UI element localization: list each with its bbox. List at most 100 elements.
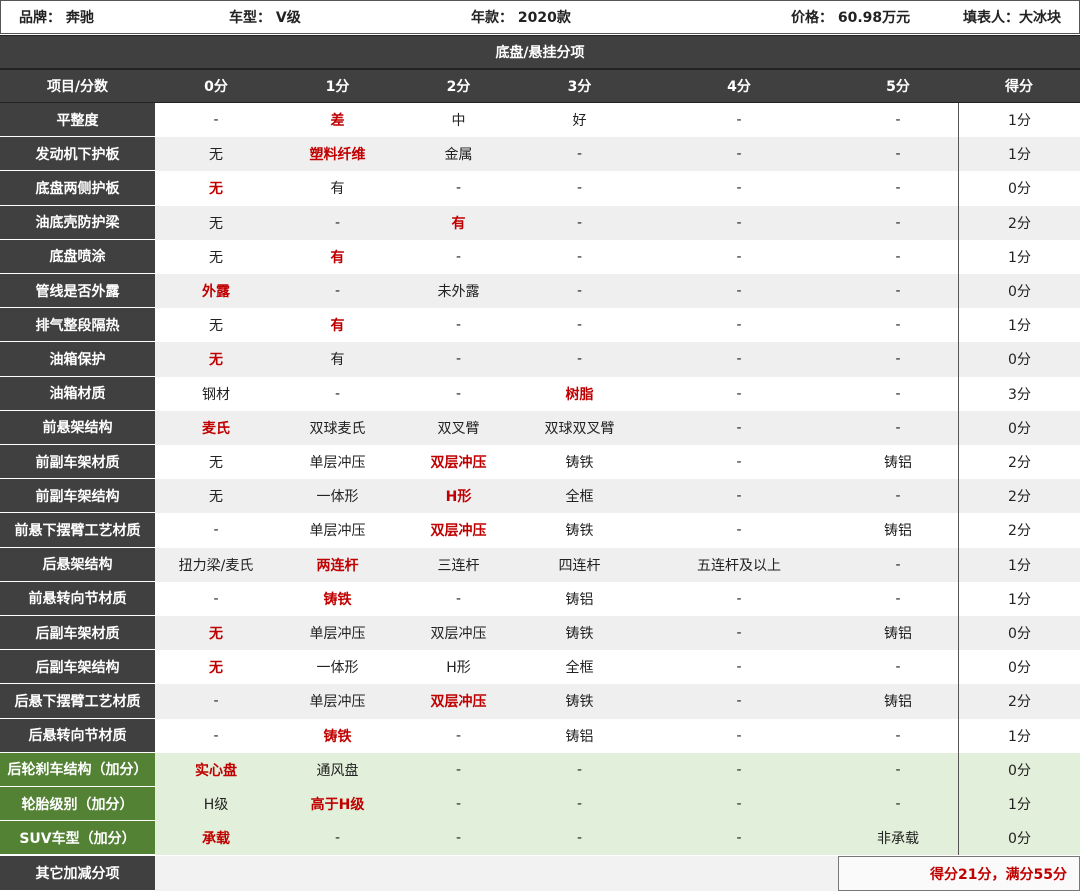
- table-cell: 有: [330, 318, 345, 335]
- table-cell: 一体形: [277, 479, 398, 514]
- table-row: 排气整段隔热 无 有 - - - - 1分: [0, 308, 1080, 343]
- table-cell: -: [736, 590, 742, 607]
- table-cell: 双层冲压: [430, 455, 487, 472]
- table-cell: -: [213, 112, 219, 129]
- table-cell: -: [519, 752, 640, 787]
- table-cell: -: [736, 180, 742, 197]
- model: 车型： V级: [229, 10, 301, 26]
- table-cell: -: [277, 821, 398, 856]
- row-score: 0分: [958, 752, 1080, 787]
- column-header: 4分: [727, 79, 751, 95]
- table-cell: -: [334, 385, 341, 402]
- table-cell: 树脂: [565, 386, 594, 403]
- table-cell: 三连杆: [398, 547, 519, 582]
- table-cell: 单层冲压: [309, 523, 366, 540]
- table-cell: 双球麦氏: [277, 410, 398, 445]
- table-cell: 有: [398, 205, 519, 240]
- table-row: 后悬下摆臂工艺材质 - 单层冲压 双层冲压 铸铁 - 铸铝 2分: [0, 684, 1080, 719]
- row-score: 2分: [958, 684, 1080, 719]
- table-row: 前悬下摆臂工艺材质 - 单层冲压 双层冲压 铸铁 - 铸铝 2分: [0, 513, 1080, 548]
- row-label: 油箱保护: [0, 342, 155, 377]
- table-cell: -: [838, 410, 958, 445]
- table-cell: 双层冲压: [430, 523, 487, 540]
- info-bar: 品牌： 奔驰 车型： V级 年款： 2020款 价格： 60.98万元 填表人：…: [0, 0, 1080, 34]
- table-cell: -: [736, 454, 742, 471]
- table-cell: 中: [451, 113, 466, 130]
- column-header: 项目/分数: [46, 79, 109, 95]
- table-cell: -: [519, 342, 640, 377]
- table-cell: H形: [398, 479, 519, 514]
- table-cell: 实心盘: [155, 752, 277, 787]
- table-cell: 无: [155, 479, 277, 514]
- table-cell: -: [398, 342, 519, 377]
- row-label: 前副车架材质: [0, 445, 155, 480]
- table-cell: -: [398, 787, 519, 822]
- table-cell: 铸铁: [519, 616, 640, 651]
- table-cell: 五连杆及以上: [640, 547, 838, 582]
- table-cell: 无: [209, 660, 223, 677]
- table-cell: 无: [155, 342, 277, 377]
- table-cell: 两连杆: [277, 547, 398, 582]
- row-label: 前悬下摆臂工艺材质: [0, 513, 155, 548]
- table-cell: 差: [330, 113, 345, 130]
- table-cell: -: [213, 727, 219, 744]
- table-cell: 双层冲压: [398, 616, 519, 651]
- table-cell: -: [640, 410, 838, 445]
- table-cell: -: [895, 590, 901, 607]
- table-row: 后悬转向节材质 - 铸铁 - 铸铝 - - 1分: [0, 718, 1080, 753]
- table-cell: 钢材: [202, 386, 230, 403]
- column-header: 1分: [325, 79, 350, 95]
- row-label: 后悬转向节材质: [0, 718, 155, 753]
- table-cell: 有: [330, 181, 345, 198]
- table-cell: -: [736, 248, 742, 265]
- table-row: 底盘两侧护板 无 有 - - - - 0分: [0, 171, 1080, 206]
- total-score: 得分21分，满分55分: [838, 856, 1080, 891]
- table-cell: -: [455, 317, 462, 334]
- table-cell: 单层冲压: [277, 616, 398, 651]
- row-score: 0分: [958, 342, 1080, 377]
- table-row: 前悬架结构 麦氏 双球麦氏 双叉臂 双球双叉臂 - -0分: [0, 410, 1080, 445]
- table-cell: -: [277, 205, 398, 240]
- table-cell: 铸铝: [884, 523, 912, 540]
- table-cell: -: [519, 274, 640, 309]
- table-cell: 铸铁: [323, 728, 352, 745]
- table-cell: -: [838, 547, 958, 582]
- row-label: 前悬架结构: [0, 410, 155, 445]
- table-cell: -: [838, 274, 958, 309]
- price: 价格： 60.98万元: [791, 10, 911, 26]
- row-label: 底盘喷涂: [0, 239, 155, 274]
- column-header: 5分: [886, 79, 910, 95]
- table-cell: 外露: [155, 274, 277, 309]
- table-row: 前悬转向节材质 - 铸铁 - 铸铝 - - 1分: [0, 581, 1080, 616]
- table-cell: -: [640, 684, 838, 719]
- table-cell: -: [838, 342, 958, 377]
- table-cell: -: [895, 112, 901, 129]
- table-cell: 金属: [398, 137, 519, 172]
- row-score: 2分: [958, 513, 1080, 548]
- row-label: 后副车架材质: [0, 616, 155, 651]
- row-label: 底盘两侧护板: [0, 171, 155, 206]
- row-score: 1分: [958, 103, 1080, 138]
- table-cell: -: [895, 180, 901, 197]
- row-score: 0分: [958, 171, 1080, 206]
- row-score: 1分: [958, 547, 1080, 582]
- table-cell: -: [640, 616, 838, 651]
- table-cell: 双叉臂: [398, 410, 519, 445]
- table-cell: 铸铝: [838, 616, 958, 651]
- table-row: 底盘喷涂 无 有 - - - - 1分: [0, 239, 1080, 274]
- table-cell: -: [736, 385, 742, 402]
- table-cell: -: [576, 180, 583, 197]
- table-cell: 有: [277, 342, 398, 377]
- table-cell: 铸铁: [519, 684, 640, 719]
- row-score: 1分: [958, 581, 1080, 616]
- table-cell: -: [455, 727, 462, 744]
- table-cell: 全框: [519, 479, 640, 514]
- table-cell: 一体形: [316, 660, 359, 677]
- table-cell: -: [895, 727, 901, 744]
- row-label: 排气整段隔热: [0, 308, 155, 343]
- table-row: 后轮刹车结构（加分） 实心盘 通风盘 - - - -0分: [0, 752, 1080, 787]
- column-header: 3分: [567, 79, 592, 95]
- row-score: 0分: [958, 410, 1080, 445]
- table-cell: 铸铁: [323, 591, 352, 608]
- table-cell: 铸铝: [838, 684, 958, 719]
